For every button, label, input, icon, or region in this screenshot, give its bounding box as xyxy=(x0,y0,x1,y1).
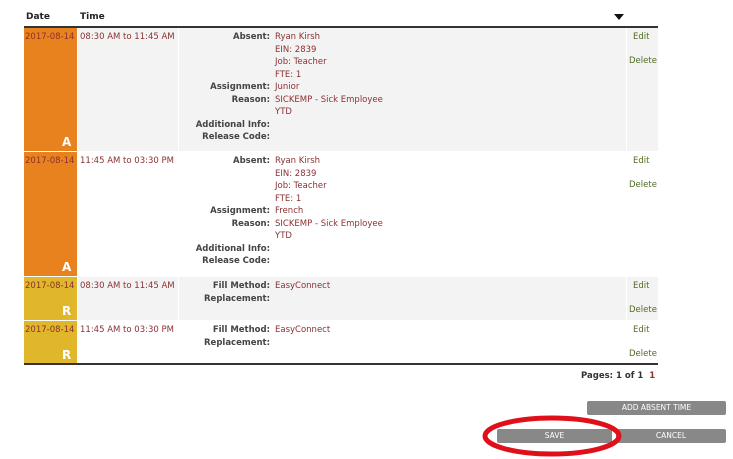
col-sep xyxy=(178,28,179,151)
field-value: Job: Teacher xyxy=(275,57,327,67)
field-value: Job: Teacher xyxy=(275,181,327,191)
record-row: 2017-08-14 A 08:30 AM to 11:45 AM Absent: Ry… xyxy=(24,28,658,152)
status-letter: R xyxy=(62,348,72,362)
record-row: 2017-08-14 R 11:45 AM to 03:30 PM Fill Meth… xyxy=(24,321,658,365)
field-value: French xyxy=(275,206,304,216)
header-border xyxy=(24,26,658,28)
field-value: FTE: 1 xyxy=(275,193,302,204)
field-value: SICKEMP - Sick Employee xyxy=(275,94,383,105)
add-absent-time-button[interactable]: ADD ABSENT TIME xyxy=(587,401,726,415)
row-sep xyxy=(24,320,658,321)
field-value: Ryan Kirsh xyxy=(275,32,321,42)
status-cell xyxy=(24,321,77,364)
field-label: Release Code: xyxy=(202,132,270,142)
field-label: Release Code: xyxy=(202,256,270,266)
field-label: Assignment: xyxy=(210,206,270,216)
col-sep xyxy=(626,152,627,276)
date-header[interactable]: Date xyxy=(26,12,50,22)
col-sep xyxy=(178,152,179,276)
status-letter: R xyxy=(62,304,72,318)
col-sep xyxy=(77,28,78,151)
status-cell xyxy=(24,277,77,320)
edit-link[interactable]: Edit xyxy=(633,325,650,335)
field-label: Assignment: xyxy=(210,82,270,92)
edit-link[interactable]: Edit xyxy=(633,281,650,291)
field-label: Fill Method: xyxy=(212,281,270,291)
col-sep xyxy=(178,277,179,320)
pagination: Pages: 1 of 1 1 xyxy=(581,371,655,381)
field-value: Junior xyxy=(275,82,300,92)
time: 08:30 AM to 11:45 AM xyxy=(80,281,175,291)
status-cell xyxy=(24,28,77,151)
field-value: EasyConnect xyxy=(275,281,331,291)
field-label: Additional Info: xyxy=(195,243,270,254)
col-sep xyxy=(77,321,78,364)
col-sep xyxy=(77,152,78,276)
pages-label: Pages: xyxy=(581,371,614,381)
col-sep xyxy=(626,28,627,151)
status-cell xyxy=(24,152,77,276)
status-letter: A xyxy=(62,260,72,274)
time-header[interactable]: Time xyxy=(80,12,105,22)
date: 2017-08-14 xyxy=(25,325,75,335)
field-label: Additional Info: xyxy=(195,119,270,130)
row-sep xyxy=(24,151,658,152)
record-row: 2017-08-14 A 11:45 AM to 03:30 PM Absent: Ry… xyxy=(24,152,658,277)
pages-summary: 1 of 1 xyxy=(616,371,644,381)
save-button[interactable]: SAVE xyxy=(497,429,612,443)
field-value: SICKEMP - Sick Employee xyxy=(275,218,383,229)
field-label: Absent: xyxy=(232,32,270,42)
field-value: EIN: 2839 xyxy=(275,44,317,55)
field-label: Reason: xyxy=(231,218,270,229)
edit-link[interactable]: Edit xyxy=(633,156,650,166)
field-value: FTE: 1 xyxy=(275,69,302,80)
date: 2017-08-14 xyxy=(25,32,75,42)
record-row: 2017-08-14 R 08:30 AM to 11:45 AM Fill Meth… xyxy=(24,277,658,321)
col-sep xyxy=(178,321,179,364)
field-value: Ryan Kirsh xyxy=(275,156,321,166)
field-value: YTD xyxy=(275,107,292,117)
cancel-button[interactable]: CANCEL xyxy=(616,429,726,443)
col-sep xyxy=(626,277,627,320)
table-border xyxy=(24,363,658,365)
edit-link[interactable]: Edit xyxy=(633,32,650,42)
date: 2017-08-14 xyxy=(25,281,75,291)
time: 11:45 AM to 03:30 PM xyxy=(80,156,174,166)
field-label: Reason: xyxy=(231,94,270,105)
highlight-ellipse xyxy=(482,415,622,457)
sort-arrow[interactable] xyxy=(614,14,624,21)
delete-link[interactable]: Delete xyxy=(629,305,657,315)
col-sep xyxy=(77,277,78,320)
field-label: Replacement: xyxy=(204,293,270,304)
field-value: EasyConnect xyxy=(275,325,331,335)
field-value: EIN: 2839 xyxy=(275,168,317,179)
row-sep xyxy=(24,276,658,277)
field-label: Replacement: xyxy=(204,337,270,348)
status-letter: A xyxy=(62,135,72,149)
field-label: Absent: xyxy=(232,156,270,166)
field-label: Fill Method: xyxy=(212,325,270,335)
time: 11:45 AM to 03:30 PM xyxy=(80,325,174,335)
field-value: YTD xyxy=(275,231,292,241)
delete-link[interactable]: Delete xyxy=(629,349,657,359)
delete-link[interactable]: Delete xyxy=(629,180,657,190)
delete-link[interactable]: Delete xyxy=(629,56,657,66)
date: 2017-08-14 xyxy=(25,156,75,166)
page-link[interactable]: 1 xyxy=(649,371,656,381)
time: 08:30 AM to 11:45 AM xyxy=(80,32,175,42)
col-sep xyxy=(626,321,627,364)
